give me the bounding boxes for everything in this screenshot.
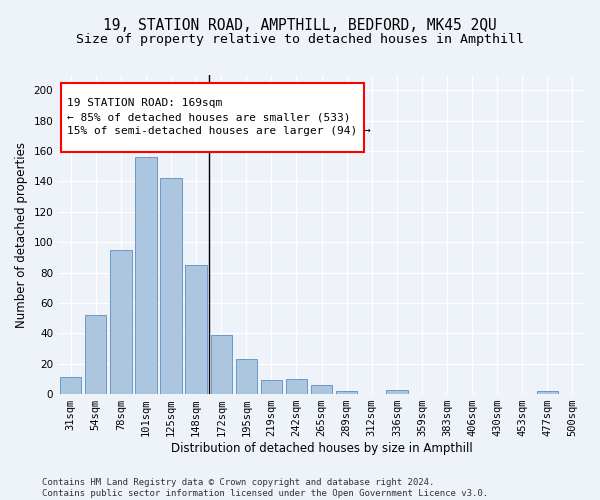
Bar [537, 391, 558, 394]
Bar [211, 335, 232, 394]
Bar [185, 265, 207, 394]
Bar [85, 315, 106, 394]
Bar [160, 178, 182, 394]
Bar [261, 380, 282, 394]
Bar [60, 378, 82, 394]
Text: 19 STATION ROAD: 169sqm
← 85% of detached houses are smaller (533)
15% of semi-d: 19 STATION ROAD: 169sqm ← 85% of detache… [67, 98, 371, 136]
Bar [311, 385, 332, 394]
X-axis label: Distribution of detached houses by size in Ampthill: Distribution of detached houses by size … [171, 442, 472, 455]
Y-axis label: Number of detached properties: Number of detached properties [15, 142, 28, 328]
Text: Contains HM Land Registry data © Crown copyright and database right 2024.
Contai: Contains HM Land Registry data © Crown c… [42, 478, 488, 498]
Bar [386, 390, 407, 394]
Bar [136, 157, 157, 394]
Bar [336, 391, 358, 394]
FancyBboxPatch shape [61, 83, 364, 152]
Text: Size of property relative to detached houses in Ampthill: Size of property relative to detached ho… [76, 32, 524, 46]
Bar [236, 359, 257, 394]
Bar [286, 379, 307, 394]
Bar [110, 250, 131, 394]
Text: 19, STATION ROAD, AMPTHILL, BEDFORD, MK45 2QU: 19, STATION ROAD, AMPTHILL, BEDFORD, MK4… [103, 18, 497, 32]
